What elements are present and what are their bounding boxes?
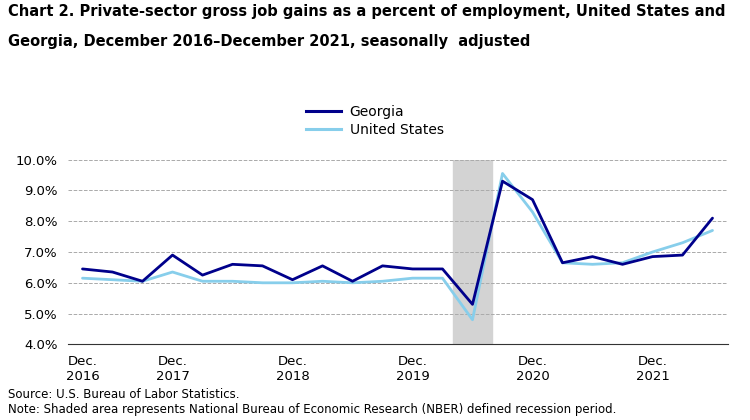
Text: Georgia, December 2016–December 2021, seasonally  adjusted: Georgia, December 2016–December 2021, se… (8, 34, 530, 49)
Legend: Georgia, United States: Georgia, United States (301, 100, 449, 143)
Bar (453, 160, 492, 344)
Text: Source: U.S. Bureau of Labor Statistics.
Note: Shaded area represents National B: Source: U.S. Bureau of Labor Statistics.… (8, 388, 616, 416)
Text: Chart 2. Private-sector gross job gains as a percent of employment, United State: Chart 2. Private-sector gross job gains … (8, 4, 725, 19)
